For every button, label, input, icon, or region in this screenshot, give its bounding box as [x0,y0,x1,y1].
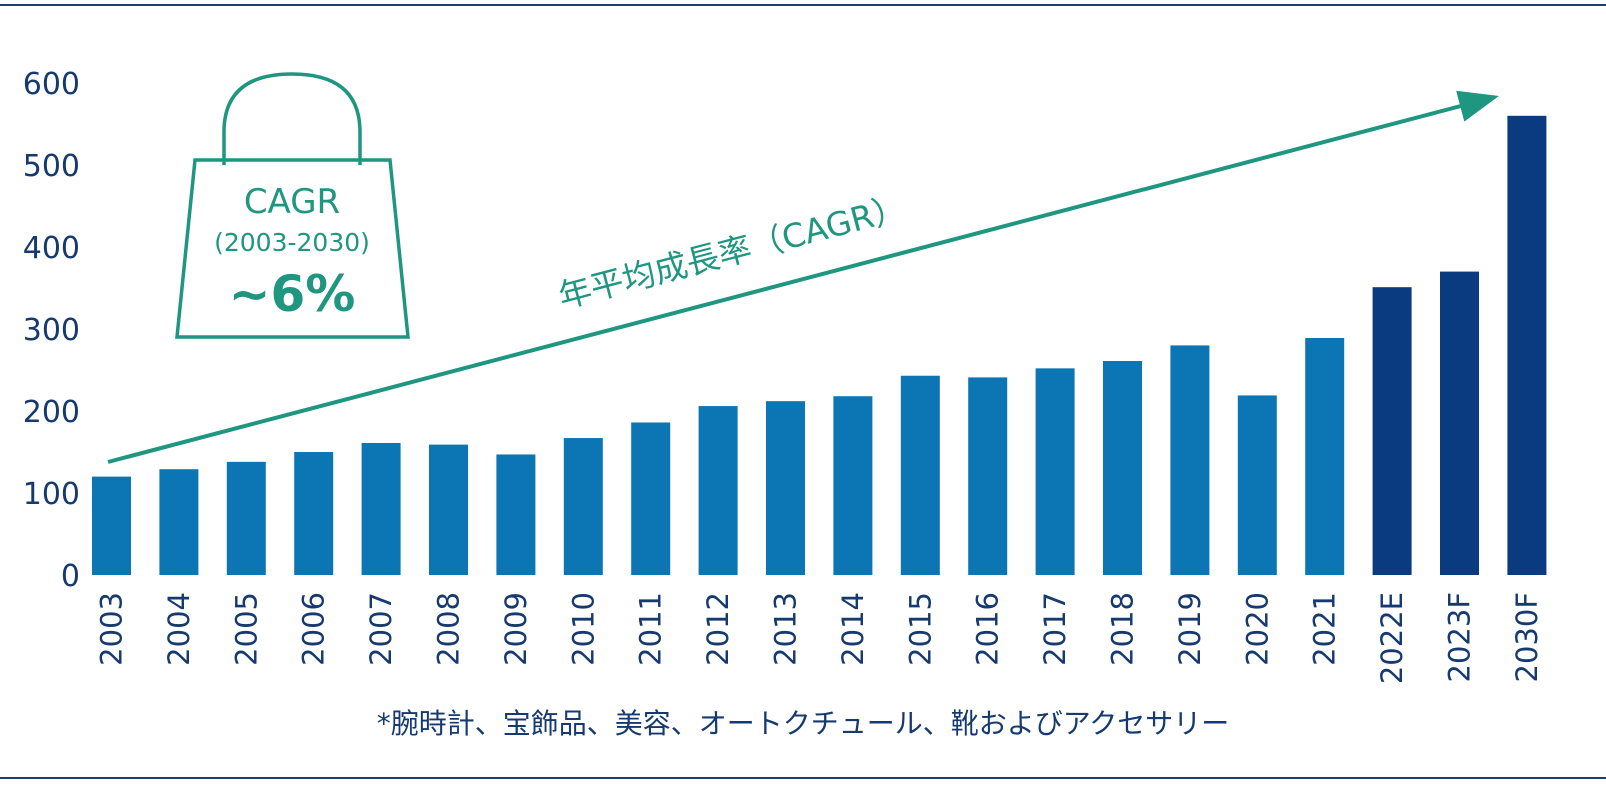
bar-2009 [496,454,536,575]
y-axis: 0 100 200 300 400 500 600 [23,67,80,594]
x-tick-label: 2017 [1038,592,1072,666]
x-tick-label: 2014 [836,592,870,666]
bar-2018 [1103,360,1142,575]
bar-2022E [1372,287,1412,575]
x-tick-label: 2022E [1375,592,1409,684]
y-tick-label: 0 [61,559,80,594]
x-tick-label: 2009 [499,592,533,666]
bar-2006 [294,452,334,575]
x-tick-label: 2010 [566,592,600,666]
y-tick-label: 200 [23,395,80,430]
bag-body-icon [175,158,410,339]
x-tick-label: 2006 [297,592,331,666]
y-tick-label: 100 [23,477,80,512]
x-tick-label: 2019 [1173,592,1207,666]
footnote: *腕時計、宝飾品、美容、オートクチュール、靴およびアクセサリー [376,707,1230,740]
bar-2014 [833,396,873,575]
x-tick-label: 2011 [634,592,668,666]
bar-2023F [1440,271,1479,575]
y-tick-label: 400 [23,231,80,266]
bar-2007 [361,442,401,575]
bar-2030F [1507,115,1547,576]
bar-2008 [429,444,468,575]
bar-2003 [92,476,131,575]
bar-2005 [226,461,266,575]
x-tick-label: 2015 [903,592,937,666]
bars [92,115,1547,576]
x-tick-label: 2018 [1106,592,1140,666]
bar-2015 [900,375,940,575]
bag-handle-icon [222,72,362,165]
x-tick-label: 2004 [162,592,196,666]
bar-2019 [1170,345,1210,575]
bar-2004 [159,469,199,575]
y-tick-label: 500 [23,149,80,184]
x-tick-label: 2021 [1308,592,1342,666]
x-tick-label: 2005 [229,592,263,666]
bar-2017 [1035,368,1075,575]
x-tick-label: 2030F [1510,592,1544,682]
x-axis: 2003 2004 2005 2006 2007 2008 2009 2010 2011 2012… [95,592,1544,684]
bar-2010 [563,438,603,575]
bar-2016 [968,377,1008,575]
y-tick-label: 300 [23,313,80,348]
bar-2020 [1237,395,1277,575]
x-tick-label: 2003 [95,592,129,666]
callout-period: (2003-2030) [214,228,370,257]
trend-arrow [107,90,1499,464]
y-tick-label: 600 [23,67,80,102]
bar-2021 [1305,338,1345,575]
cagr-bag-callout: CAGR (2003-2030) ~6% [175,72,410,339]
x-tick-label: 2016 [971,592,1005,666]
callout-title: CAGR [244,182,340,222]
x-tick-label: 2013 [769,592,803,666]
x-tick-label: 2008 [432,592,466,666]
bar-2013 [766,401,805,575]
x-tick-label: 2023F [1443,592,1477,682]
x-tick-label: 2020 [1240,592,1274,666]
bar-2011 [631,422,671,575]
x-tick-label: 2007 [364,592,398,666]
callout-value: ~6% [229,265,356,323]
x-tick-label: 2012 [701,592,735,666]
bar-2012 [698,406,738,575]
